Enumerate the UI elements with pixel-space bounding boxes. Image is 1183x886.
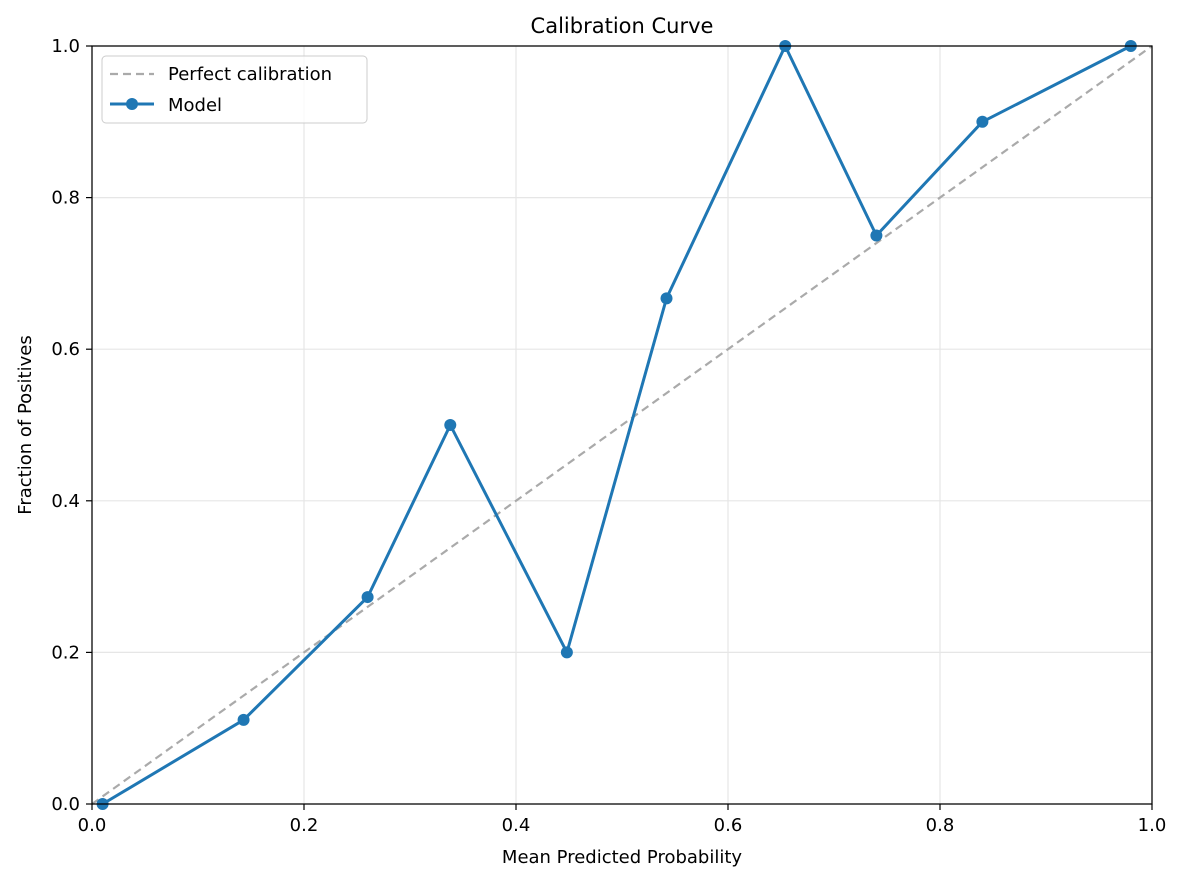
x-tick-label: 0.4	[502, 815, 531, 836]
x-tick-label: 0.2	[290, 815, 319, 836]
legend-label-reference: Perfect calibration	[168, 64, 332, 85]
y-tick-label: 0.6	[51, 339, 80, 360]
y-tick-label: 0.2	[51, 642, 80, 663]
model-point	[870, 229, 883, 242]
plot-frame	[91, 45, 1153, 805]
model-series-line	[101, 44, 1133, 806]
legend-label-model: Model	[168, 95, 222, 116]
model-point	[976, 115, 989, 128]
tick-layer: 0.0 0.2 0.4 0.6 0.8 1.0 0.0 0.2 0.4 0.6 0.8 1.0	[51, 36, 1166, 836]
y-tick-label: 0.0	[51, 794, 80, 815]
y-tick-label: 0.8	[51, 188, 80, 209]
model-point	[444, 419, 457, 431]
model-point	[361, 591, 374, 604]
x-tick-label: 0.0	[78, 815, 107, 836]
model-point	[560, 646, 573, 659]
x-tick-label: 1.0	[1138, 815, 1167, 836]
y-tick-label: 1.0	[51, 36, 80, 57]
legend: Perfect calibration Model	[101, 55, 368, 124]
legend-model-marker	[126, 98, 138, 110]
x-tick-label: 0.6	[714, 815, 743, 836]
legend-box	[101, 55, 368, 124]
y-axis-label: Fraction of Positives	[15, 335, 36, 514]
chart-title: Calibration Curve	[531, 14, 714, 38]
model-point	[237, 713, 250, 726]
y-tick-label: 0.4	[51, 491, 80, 512]
perfect-calibration-line	[91, 45, 1153, 805]
series-layer	[91, 40, 1153, 810]
x-tick-label: 0.8	[926, 815, 955, 836]
model-point	[660, 292, 673, 305]
x-axis-label: Mean Predicted Probability	[502, 847, 742, 868]
